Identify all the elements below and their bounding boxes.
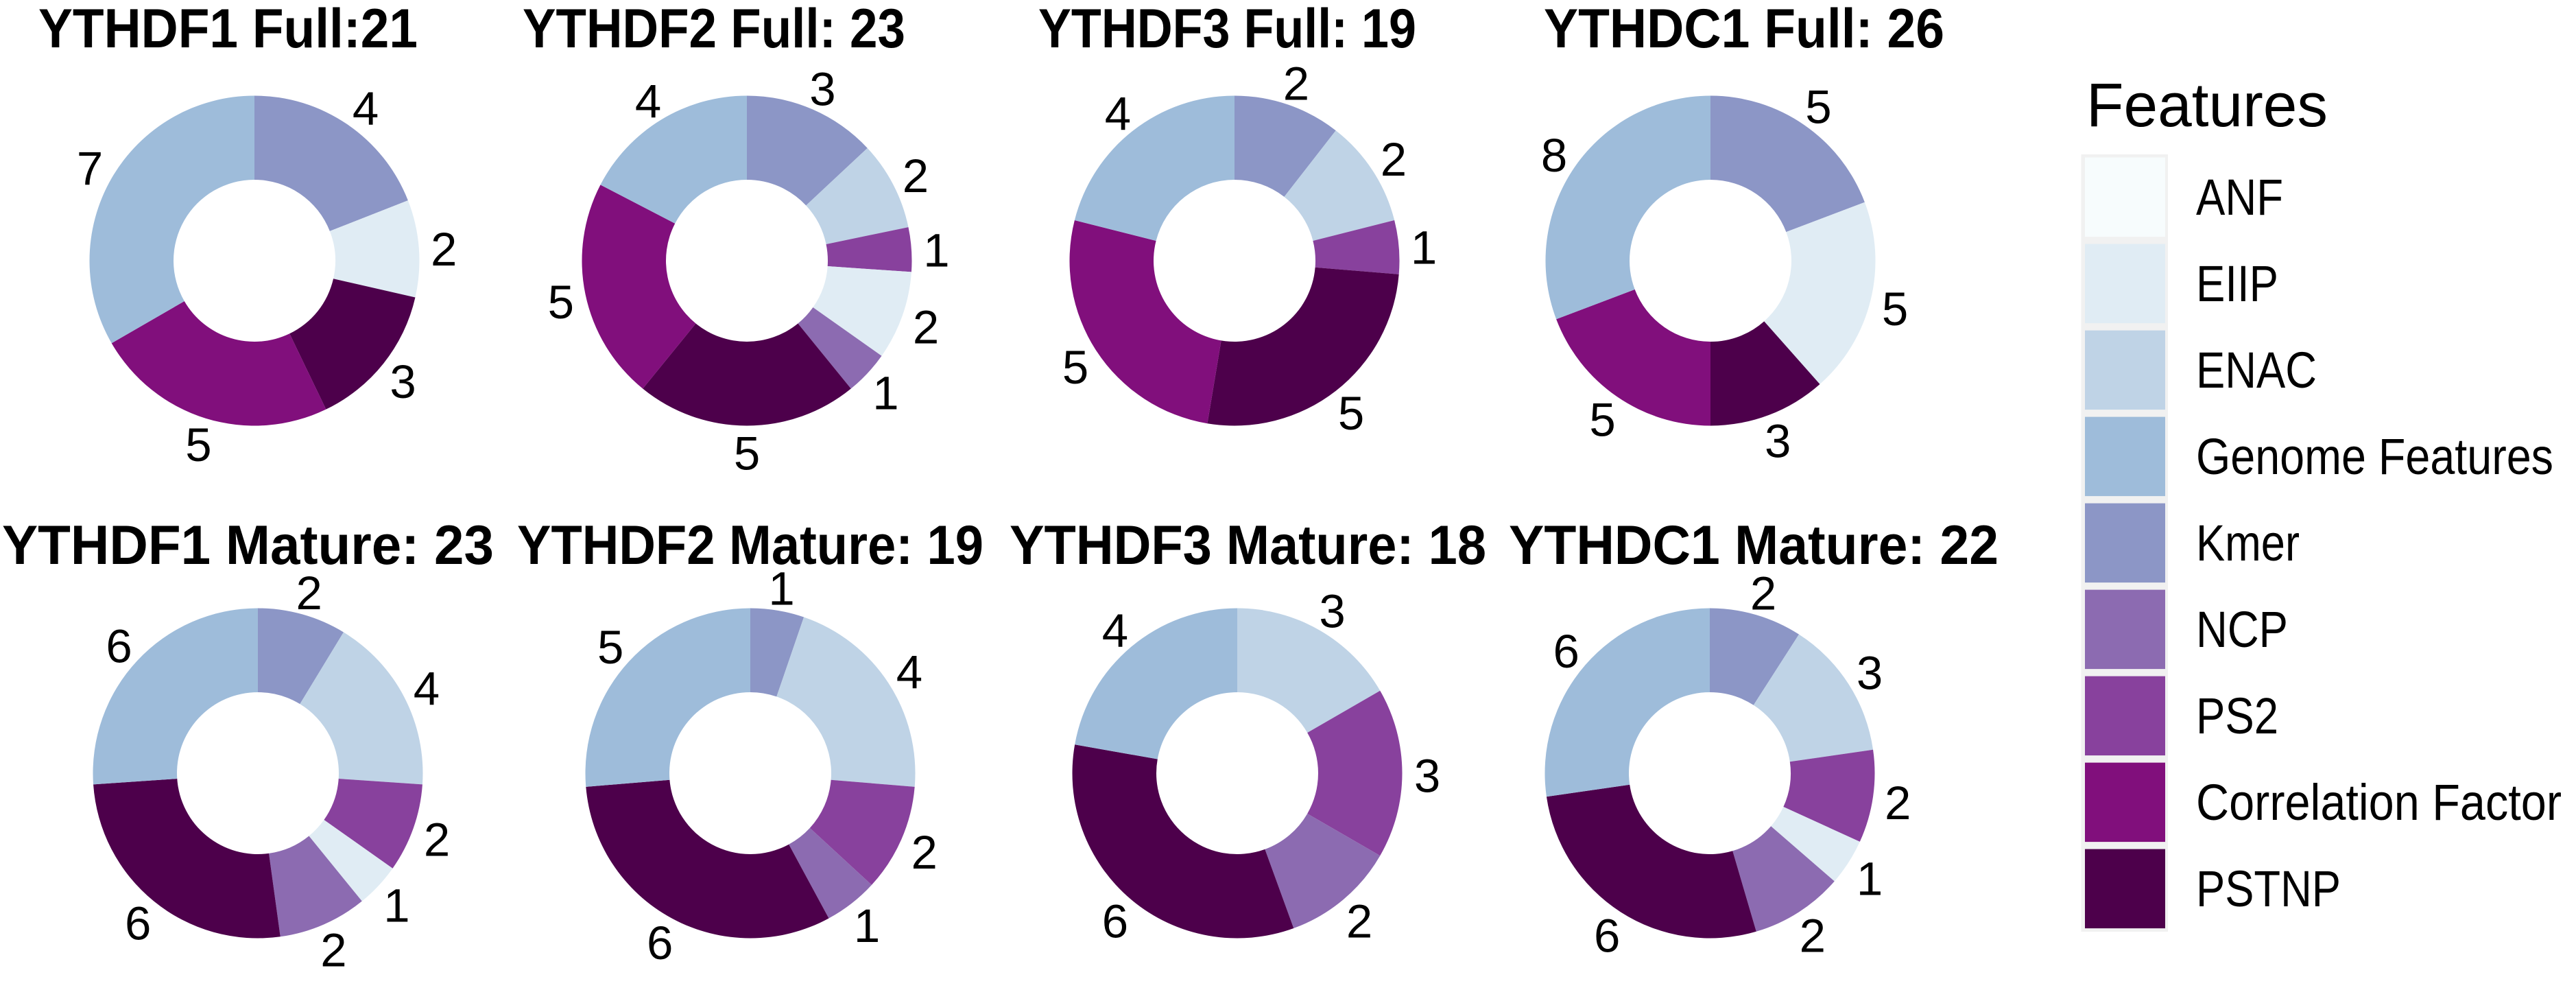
svg-text:5: 5 [1338,387,1364,440]
svg-text:YTHDF1 Mature: 23: YTHDF1 Mature: 23 [2,515,494,576]
svg-text:6: 6 [106,620,132,672]
svg-text:4: 4 [353,82,379,135]
svg-text:1: 1 [1857,852,1883,905]
svg-text:ANF: ANF [2196,169,2283,226]
svg-text:2: 2 [1381,133,1407,186]
svg-text:5: 5 [734,427,760,480]
svg-text:2: 2 [1800,910,1826,963]
svg-text:6: 6 [1553,625,1579,678]
svg-text:4: 4 [1105,87,1131,140]
svg-text:2: 2 [913,300,939,353]
svg-text:1: 1 [1411,222,1437,274]
svg-text:4: 4 [414,662,440,715]
svg-text:2: 2 [431,223,457,276]
svg-text:YTHDF3 Mature: 18: YTHDF3 Mature: 18 [1010,515,1486,576]
svg-text:1: 1 [854,899,880,952]
svg-text:1: 1 [872,367,898,420]
svg-text:3: 3 [809,62,835,115]
svg-text:6: 6 [125,897,151,950]
svg-text:2: 2 [424,813,450,866]
svg-text:5: 5 [597,621,623,674]
svg-text:PS2: PS2 [2196,687,2278,744]
svg-text:PSTNP: PSTNP [2196,860,2341,917]
svg-text:2: 2 [296,567,322,620]
svg-text:2: 2 [1283,58,1309,110]
svg-text:1: 1 [923,224,949,277]
svg-text:YTHDF3 Full: 19: YTHDF3 Full: 19 [1038,0,1416,60]
svg-text:5: 5 [1062,341,1088,394]
svg-text:5: 5 [1805,81,1831,134]
svg-text:6: 6 [1102,895,1128,948]
svg-text:7: 7 [77,142,103,195]
svg-text:YTHDC1 Full: 26: YTHDC1 Full: 26 [1544,0,1944,60]
svg-text:Genome Features: Genome Features [2196,428,2553,485]
svg-text:3: 3 [1765,415,1791,468]
svg-text:2: 2 [911,826,938,879]
svg-text:Kmer: Kmer [2196,515,2300,571]
svg-text:2: 2 [1750,567,1776,620]
svg-text:4: 4 [635,75,661,128]
svg-text:ENAC: ENAC [2196,342,2317,399]
svg-text:5: 5 [548,276,574,329]
svg-text:Correlation Factor: Correlation Factor [2196,774,2562,831]
svg-text:5: 5 [185,419,211,471]
svg-text:6: 6 [647,917,673,969]
svg-text:1: 1 [768,562,794,615]
svg-text:2: 2 [1885,777,1911,829]
svg-text:2: 2 [320,924,346,977]
svg-text:3: 3 [1319,585,1345,638]
svg-text:YTHDC1 Mature: 22: YTHDC1 Mature: 22 [1509,515,1999,576]
svg-text:1: 1 [383,880,409,932]
svg-text:5: 5 [1589,394,1615,447]
svg-text:5: 5 [1882,283,1908,335]
svg-text:YTHDF2 Mature: 19: YTHDF2 Mature: 19 [517,515,983,576]
svg-text:4: 4 [896,646,922,698]
svg-text:YTHDF2 Full: 23: YTHDF2 Full: 23 [523,0,905,60]
svg-text:EIIP: EIIP [2196,255,2278,312]
svg-text:3: 3 [1414,750,1440,803]
svg-text:3: 3 [390,355,416,408]
svg-text:8: 8 [1541,129,1567,182]
svg-text:YTHDF1 Full:21: YTHDF1 Full:21 [38,0,418,60]
svg-text:2: 2 [903,150,929,202]
svg-text:6: 6 [1594,910,1620,963]
svg-text:3: 3 [1857,647,1883,700]
svg-text:2: 2 [1346,895,1372,948]
svg-text:4: 4 [1102,604,1128,657]
svg-text:NCP: NCP [2196,601,2288,658]
svg-text:Features: Features [2086,71,2328,140]
